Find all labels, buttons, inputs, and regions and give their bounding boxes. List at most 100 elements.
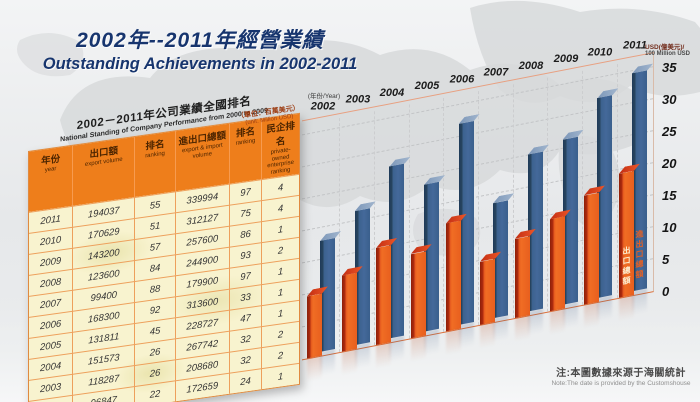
bar-reflection <box>493 315 509 347</box>
value-axis-unit: USD(億美元)/ 100 Million USD <box>645 44 699 58</box>
export-volume-bar <box>411 251 426 367</box>
bar-series-label: 進出口總額 <box>635 228 645 281</box>
bar-top-face <box>320 231 341 241</box>
bar-top-face <box>459 114 480 124</box>
year-label: 2003 <box>345 93 370 106</box>
total-volume-bar <box>354 209 370 374</box>
bar-reflection <box>320 349 335 380</box>
bar-top-face <box>597 88 618 98</box>
bar-reflection <box>549 308 565 340</box>
main-title: 2002年--2011年經營業績 Outstanding Achievement… <box>30 24 370 74</box>
total-volume-bar <box>458 121 474 353</box>
total-volume-bar: 進出口總額 <box>632 71 647 320</box>
column-header-en: private-owned enterprise ranking <box>267 147 294 176</box>
footnote-zh: 注:本圖數據來源于海關統計 <box>556 368 686 379</box>
performance-table: 2002－2011年公司業績全國排名 National Standing of … <box>28 86 300 402</box>
bar-reflection <box>411 335 426 367</box>
bar-reflection <box>445 328 461 360</box>
year-axis-caption: (年份/Year) <box>307 93 341 101</box>
bar-reflection <box>424 328 439 360</box>
year-separator <box>408 104 410 339</box>
export-volume-bar <box>480 258 495 353</box>
bar-chart: 2002 (年份/Year) 2003 2004 2005 2006 2007 2008 200… <box>302 40 654 387</box>
export-volume-bar <box>515 236 530 347</box>
bar-reflection <box>376 342 392 373</box>
year-separator <box>512 84 514 319</box>
chart-plot: 2002 (年份/Year) 2003 2004 2005 2006 2007 2008 200… <box>302 40 654 387</box>
bar-top-face <box>355 201 376 211</box>
bar-reflection <box>341 348 357 380</box>
column-header: 進出口總額 export & import volume <box>174 123 229 192</box>
value-axis-tick: 25 <box>662 124 677 139</box>
table-cell: 1 <box>261 363 299 390</box>
year-separator <box>547 77 549 312</box>
table-body: 2011 194037 55 339994 97 4 2010 170629 51 312127 7… <box>29 174 299 402</box>
total-volume-bar <box>562 137 578 333</box>
total-volume-bar <box>389 164 404 367</box>
year-label: 2005 <box>414 80 440 93</box>
bar-top-face <box>389 157 410 167</box>
year-label: 2006 <box>449 73 474 86</box>
bar-reflection <box>619 294 635 326</box>
total-volume-bar <box>597 95 612 327</box>
footnote: 注:本圖數據來源于海關統計 Note:The date is provided … <box>545 364 697 387</box>
total-volume-bar <box>424 182 439 360</box>
year-separator <box>582 70 584 305</box>
column-header: 出口額 export volume <box>72 137 135 207</box>
bar-reflection <box>632 288 648 320</box>
bar-top-face <box>424 175 445 185</box>
value-axis-tick: 15 <box>662 188 677 203</box>
year-label: 2009 <box>553 53 578 66</box>
bar-reflection <box>597 295 613 327</box>
year-label: 2007 <box>484 66 509 79</box>
value-axis-tick: 35 <box>662 60 677 75</box>
bar-reflection <box>389 335 405 367</box>
bar-top-face <box>563 130 584 140</box>
value-axis-tick: 30 <box>662 92 677 107</box>
footnote-en: Note:The date is provided by the Customs… <box>551 380 691 387</box>
value-axis-unit-line1: USD(億美元)/ <box>645 44 685 51</box>
table-grid: 年份 year 出口額 export volume 排名 ranking 進出口總額 expo… <box>28 112 300 402</box>
export-volume-bar: 出口總額 <box>619 171 634 326</box>
year-label: 2010 <box>588 46 613 59</box>
year-separator <box>374 111 375 346</box>
total-volume-bar <box>493 200 508 347</box>
value-axis-tick: 20 <box>662 156 677 171</box>
value-axis-tick: 5 <box>662 252 670 267</box>
bar-reflection <box>562 301 578 333</box>
export-volume-bar <box>307 293 322 387</box>
value-axis-tick: 10 <box>662 220 677 235</box>
total-volume-bar <box>320 238 335 380</box>
export-volume-bar <box>584 192 599 333</box>
value-axis: 0 5 10 15 20 25 30 35 <box>660 52 696 299</box>
bar-reflection <box>480 321 496 353</box>
bar-reflection <box>354 342 370 374</box>
bar-reflection <box>528 308 544 340</box>
column-header: 排名 ranking <box>134 131 175 198</box>
year-separator <box>478 91 479 326</box>
bar-top-face <box>493 193 514 203</box>
export-volume-bar <box>376 245 391 373</box>
bar-top-face <box>528 145 549 155</box>
export-volume-bar <box>341 273 357 380</box>
export-volume-bar <box>549 217 565 340</box>
column-header: 排名 ranking <box>228 119 262 185</box>
bar-reflection <box>515 315 531 347</box>
year-separator <box>616 64 618 299</box>
bar-series-label: 出口總額 <box>622 245 632 288</box>
year-separator <box>443 97 445 332</box>
value-axis-unit-line2: 100 Million USD <box>645 51 691 58</box>
main-title-en: Outstanding Achievements in 2002-2011 <box>42 55 358 73</box>
bar-reflection <box>307 355 322 387</box>
year-label: 2004 <box>380 86 405 99</box>
year-separator <box>339 117 341 353</box>
export-volume-bar <box>445 221 461 360</box>
value-axis-tick: 0 <box>662 284 670 299</box>
year-label: 2008 <box>518 59 544 72</box>
table-cell: 24 <box>228 368 262 395</box>
bar-reflection <box>458 322 474 353</box>
main-title-zh: 2002年--2011年經營業績 <box>76 29 324 52</box>
year-label: 2002 <box>310 100 336 113</box>
column-header: 年份 year <box>29 146 72 212</box>
